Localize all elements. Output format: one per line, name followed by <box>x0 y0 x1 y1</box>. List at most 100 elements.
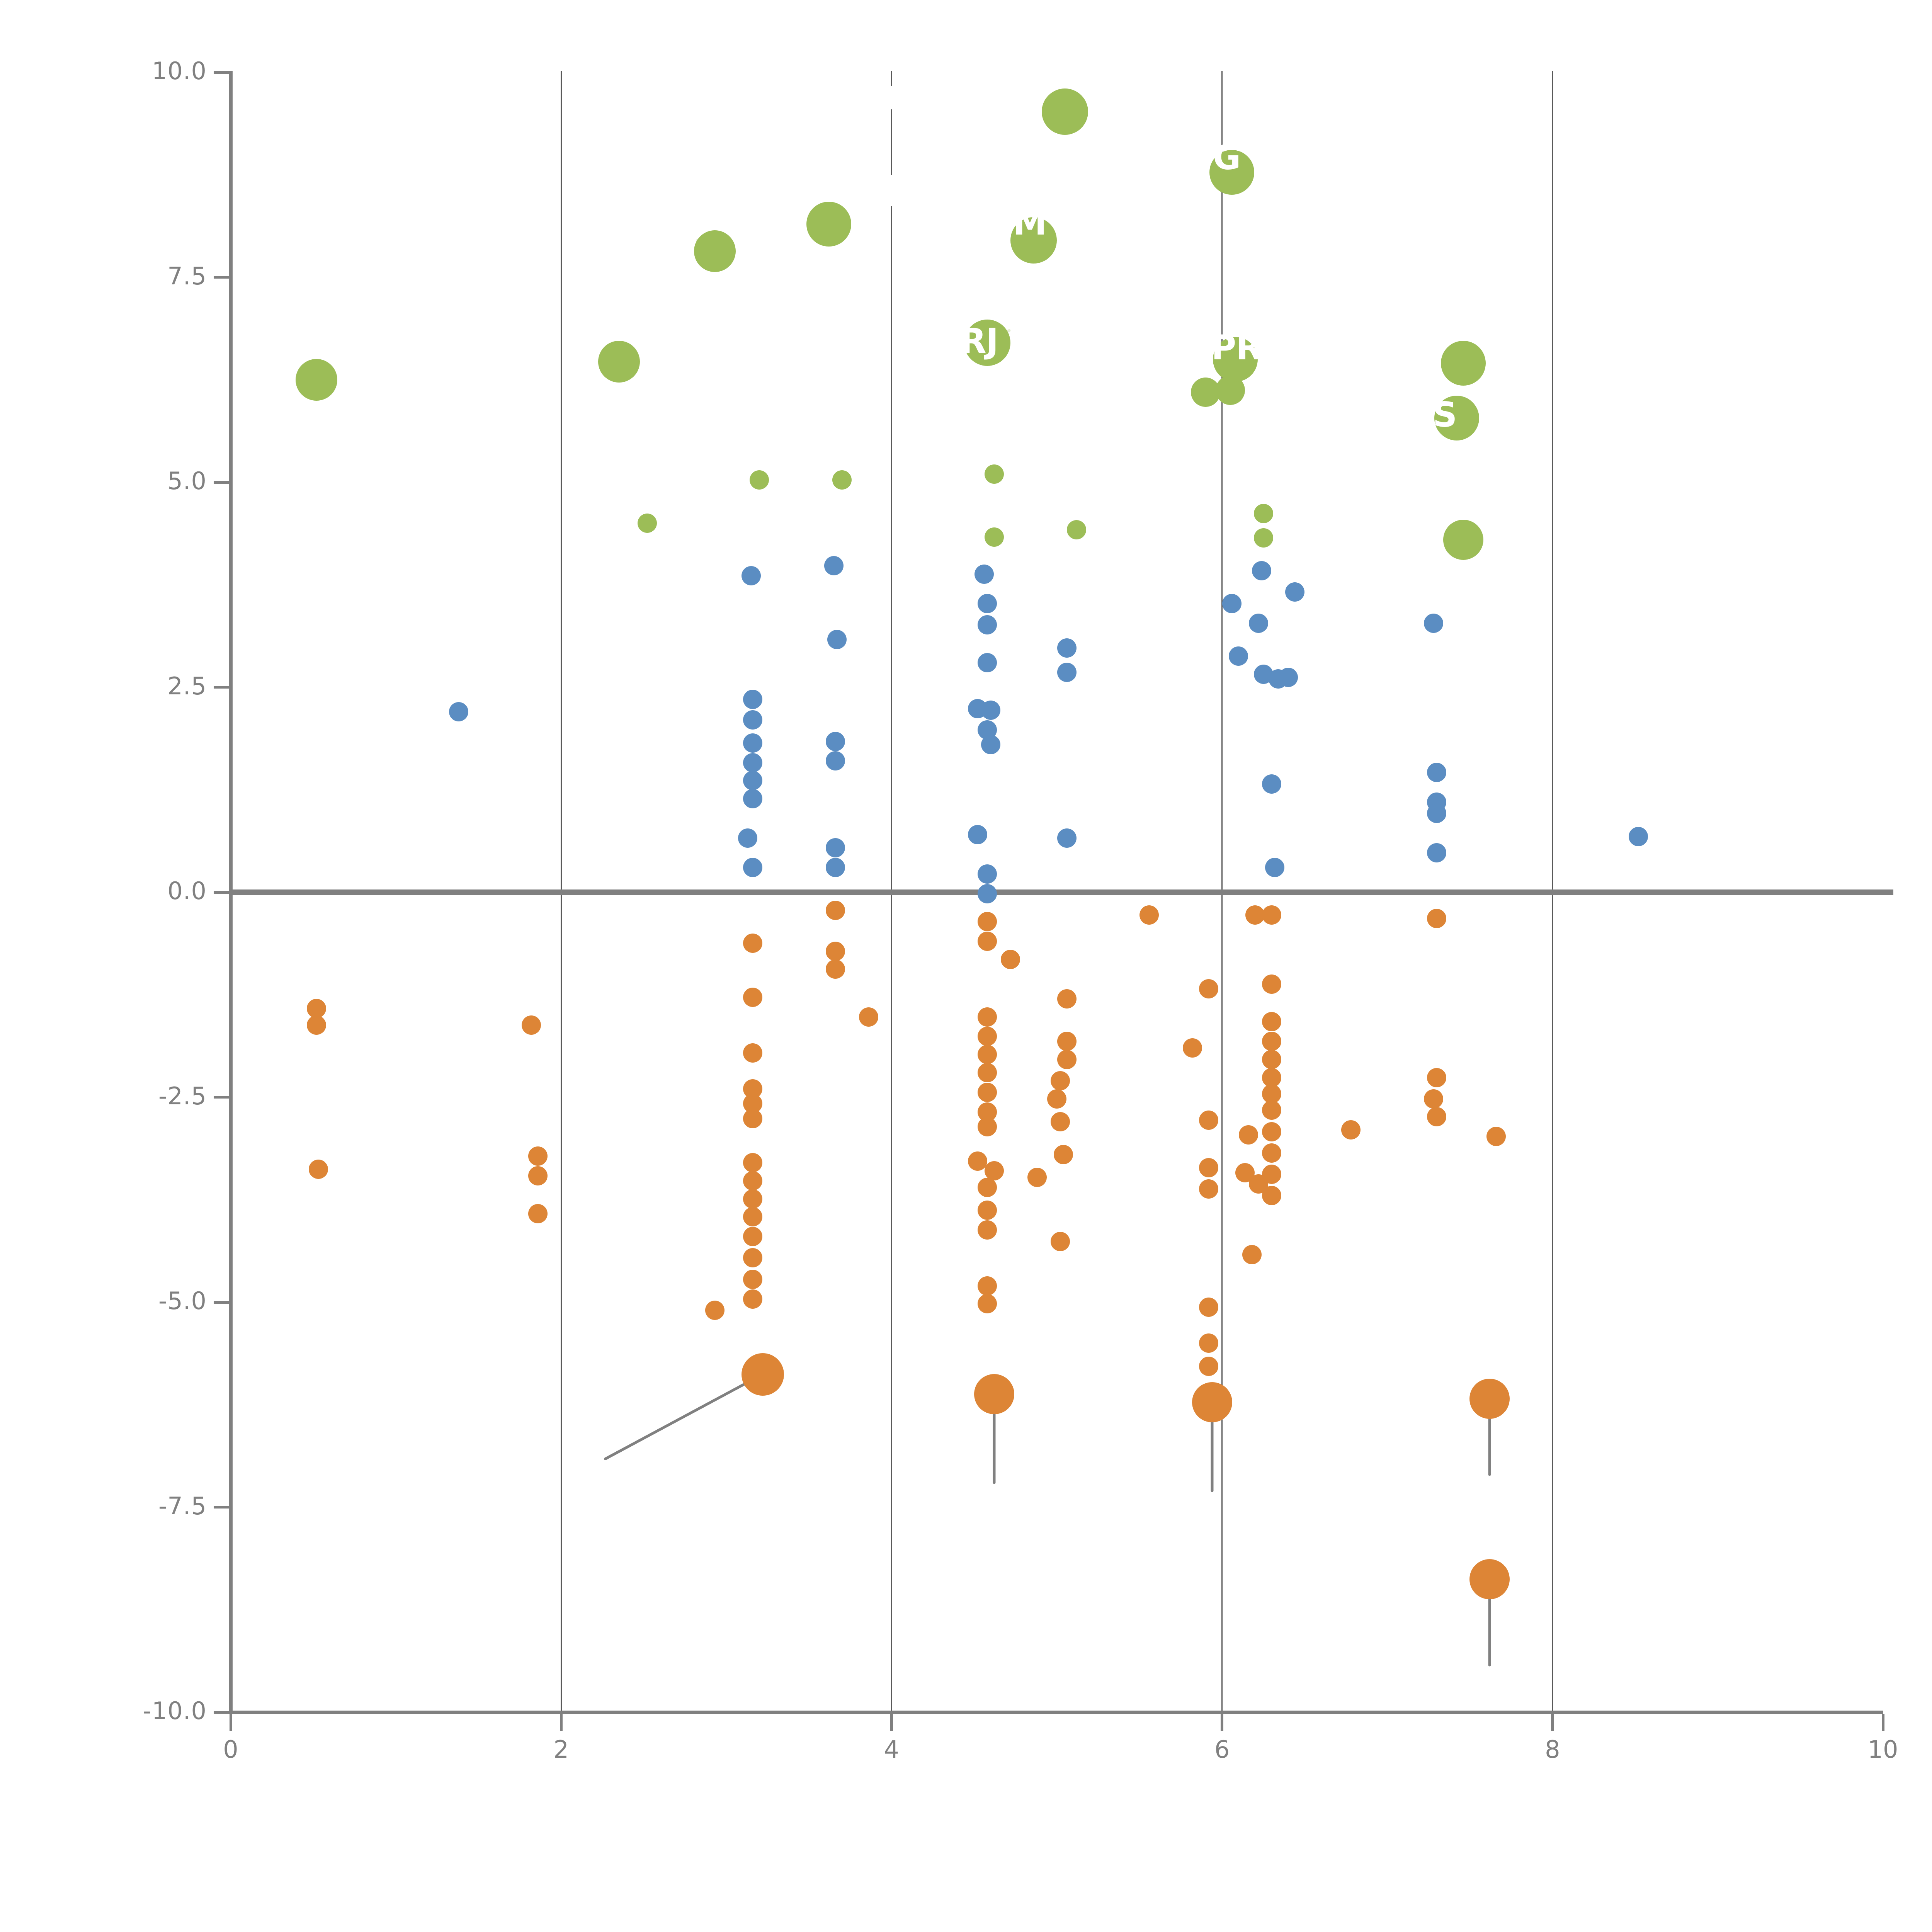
data-point-blue[interactable] <box>968 825 987 845</box>
data-point-orange[interactable] <box>1262 1084 1281 1104</box>
data-point-orange[interactable] <box>1050 1071 1070 1091</box>
data-point-green[interactable] <box>1067 520 1087 540</box>
data-point-green[interactable] <box>1440 341 1486 386</box>
data-point-blue[interactable] <box>978 864 997 884</box>
data-point-orange[interactable] <box>978 912 997 932</box>
data-point-green[interactable] <box>1253 503 1273 523</box>
data-point-blue[interactable] <box>1222 594 1242 614</box>
data-point-orange[interactable] <box>978 1276 997 1296</box>
data-point-blue[interactable] <box>1265 858 1285 878</box>
data-point-blue[interactable] <box>743 690 763 709</box>
data-point-orange[interactable] <box>743 1207 763 1227</box>
data-point-orange[interactable] <box>978 1082 997 1102</box>
data-point-blue[interactable] <box>1057 663 1077 682</box>
data-point-orange[interactable] <box>1199 1356 1219 1376</box>
data-point-blue[interactable] <box>1057 828 1077 848</box>
data-point-blue[interactable] <box>978 594 997 614</box>
data-point-blue[interactable] <box>1423 613 1443 633</box>
data-point-blue[interactable] <box>824 556 844 576</box>
data-point-blue[interactable] <box>1427 843 1447 863</box>
data-point-orange[interactable] <box>522 1015 541 1035</box>
data-point-orange[interactable] <box>1469 1379 1510 1419</box>
data-point-orange[interactable] <box>826 900 845 920</box>
data-point-blue[interactable] <box>978 884 997 904</box>
data-point-orange[interactable] <box>1199 1158 1219 1177</box>
data-point-orange[interactable] <box>743 1269 763 1289</box>
data-point-orange[interactable] <box>1057 1049 1077 1069</box>
data-point-orange[interactable] <box>978 1177 997 1197</box>
data-point-orange[interactable] <box>1262 905 1281 925</box>
data-point-orange[interactable] <box>307 999 327 1019</box>
data-point-blue[interactable] <box>978 653 997 672</box>
data-point-orange[interactable] <box>978 1007 997 1027</box>
data-point-green[interactable] <box>296 359 338 401</box>
data-point-blue[interactable] <box>743 789 763 809</box>
data-point-orange[interactable] <box>743 1109 763 1128</box>
data-point-blue[interactable] <box>827 630 847 650</box>
data-point-blue[interactable] <box>738 828 758 848</box>
data-point-orange[interactable] <box>528 1166 548 1186</box>
data-point-orange[interactable] <box>743 1171 763 1190</box>
data-point-green[interactable] <box>984 464 1004 484</box>
data-point-blue[interactable] <box>743 733 763 753</box>
data-point-green[interactable] <box>806 201 851 247</box>
data-point-orange[interactable] <box>978 1201 997 1220</box>
data-point-green[interactable] <box>1190 377 1220 407</box>
data-point-blue[interactable] <box>1262 774 1281 794</box>
data-point-orange[interactable] <box>1027 1168 1047 1187</box>
data-point-orange[interactable] <box>528 1146 548 1166</box>
data-point-orange[interactable] <box>705 1301 724 1320</box>
data-point-green[interactable] <box>984 527 1004 547</box>
data-point-orange[interactable] <box>1054 1145 1073 1165</box>
data-point-orange[interactable] <box>1199 1333 1219 1353</box>
data-point-orange[interactable] <box>826 959 845 979</box>
data-point-orange[interactable] <box>743 933 763 953</box>
data-point-blue[interactable] <box>1252 561 1272 581</box>
data-point-orange[interactable] <box>1192 1382 1232 1422</box>
data-point-green[interactable] <box>1209 150 1255 195</box>
data-point-orange[interactable] <box>528 1204 548 1223</box>
data-point-orange[interactable] <box>1423 1089 1443 1109</box>
data-point-green[interactable] <box>637 514 657 533</box>
data-point-orange[interactable] <box>974 1374 1014 1414</box>
data-point-orange[interactable] <box>826 941 845 961</box>
data-point-blue[interactable] <box>981 735 1000 755</box>
data-point-green[interactable] <box>964 320 1011 366</box>
data-point-orange[interactable] <box>1199 979 1219 999</box>
data-point-orange[interactable] <box>1057 989 1077 1009</box>
data-point-orange[interactable] <box>1239 1125 1259 1145</box>
data-point-orange[interactable] <box>743 1043 763 1063</box>
data-point-orange[interactable] <box>1001 950 1020 969</box>
data-point-orange[interactable] <box>743 1289 763 1309</box>
data-point-orange[interactable] <box>1341 1120 1361 1140</box>
data-point-orange[interactable] <box>1139 905 1159 925</box>
data-point-orange[interactable] <box>1469 1559 1510 1600</box>
data-point-orange[interactable] <box>1427 1107 1447 1127</box>
data-point-blue[interactable] <box>1285 582 1304 602</box>
data-point-orange[interactable] <box>968 1151 987 1171</box>
data-point-orange[interactable] <box>1242 1245 1262 1264</box>
data-point-orange[interactable] <box>1199 1297 1219 1317</box>
data-point-green[interactable] <box>1443 519 1483 560</box>
data-point-green[interactable] <box>1213 337 1258 382</box>
data-point-orange[interactable] <box>308 1160 328 1179</box>
data-point-orange[interactable] <box>1262 1186 1281 1206</box>
data-point-blue[interactable] <box>743 710 763 730</box>
data-point-orange[interactable] <box>978 1117 997 1136</box>
data-point-orange[interactable] <box>978 1063 997 1082</box>
data-point-orange[interactable] <box>743 987 763 1007</box>
data-point-green[interactable] <box>598 341 640 383</box>
data-point-blue[interactable] <box>1248 613 1268 633</box>
data-point-green[interactable] <box>1042 88 1088 135</box>
data-point-orange[interactable] <box>1262 1049 1281 1069</box>
data-point-blue[interactable] <box>1427 763 1447 782</box>
data-point-orange[interactable] <box>307 1015 327 1035</box>
data-point-blue[interactable] <box>743 858 763 878</box>
data-point-orange[interactable] <box>978 1220 997 1240</box>
data-point-orange[interactable] <box>1047 1089 1066 1109</box>
data-point-green[interactable] <box>694 230 736 272</box>
data-point-blue[interactable] <box>826 731 845 751</box>
data-point-blue[interactable] <box>743 753 763 772</box>
data-point-orange[interactable] <box>1182 1038 1202 1058</box>
data-point-orange[interactable] <box>1262 1068 1281 1087</box>
